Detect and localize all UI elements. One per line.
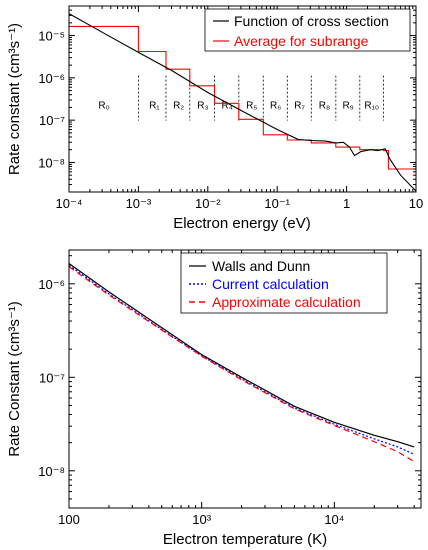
top-x-tick-label: 10 (409, 196, 423, 211)
top-region-label: R₁₀ (364, 101, 379, 112)
top-x-tick-label: 10⁻³ (126, 196, 152, 211)
bottom-legend-label-walls: Walls and Dunn (212, 258, 310, 274)
bottom-series-current-line (68, 264, 415, 455)
bottom-legend-label-approx: Approximate calculation (212, 294, 361, 310)
top-region-label: R₇ (294, 101, 305, 112)
top-x-tick-label: 10⁻² (195, 196, 221, 211)
top-region-label: R₀ (98, 101, 109, 112)
bottom-legend-label-current: Current calculation (212, 276, 329, 292)
top-ticks: 10⁻⁴ 10⁻³ 10⁻² 10⁻¹ 1 10 10⁻⁵ 10⁻⁶ 10⁻⁷ 10⁻⁸ (38, 5, 423, 211)
top-plot-area: R₀ R₁ R₂ R₃ R₄ R₅ R₆ R₇ R₈ R₉ R₁₀ (68, 13, 417, 192)
top-legend-label-average: Average for subrange (234, 33, 369, 49)
chart-bottom: 100 10³ 10⁴ 10⁻⁶ 10⁻⁷ 10⁻⁸ Walls and Dunn Cur… (6, 249, 422, 548)
top-region-label: R₁ (149, 101, 160, 112)
top-region-label: R₅ (246, 101, 257, 112)
bottom-ticks: 100 10³ 10⁴ 10⁻⁶ 10⁻⁷ 10⁻⁸ (38, 250, 421, 527)
bottom-x-tick-label: 100 (58, 512, 80, 527)
top-y-axis-label: Rate constant (cm³s⁻¹) (6, 23, 23, 175)
top-y-tick-label: 10⁻⁶ (38, 71, 65, 86)
top-x-tick-label: 1 (343, 196, 350, 211)
top-region-label: R₆ (270, 101, 281, 112)
bottom-y-tick-label: 10⁻⁷ (39, 370, 65, 385)
top-region-label: R₈ (319, 101, 330, 112)
top-series-function-line (68, 13, 417, 192)
bottom-x-tick-label: 10³ (192, 512, 211, 527)
top-axes-frame (68, 5, 417, 193)
top-region-label: R₄ (221, 101, 232, 112)
top-x-tick-label: 10⁻¹ (264, 196, 290, 211)
bottom-x-tick-label: 10⁴ (324, 512, 344, 527)
bottom-plot-area (68, 263, 415, 463)
top-region-label: R₂ (173, 101, 184, 112)
top-region-label: R₉ (342, 101, 353, 112)
top-y-tick-label: 10⁻⁵ (38, 29, 65, 44)
top-legend-box (204, 8, 411, 52)
top-y-tick-label: 10⁻⁸ (38, 155, 65, 170)
bottom-axes-frame (68, 249, 422, 509)
top-y-tick-label: 10⁻⁷ (39, 113, 65, 128)
bottom-y-tick-label: 10⁻⁶ (38, 277, 65, 292)
bottom-legend-box (180, 252, 388, 314)
bottom-series-approx-line (68, 266, 415, 463)
top-x-axis-label: Electron energy (eV) (173, 215, 311, 232)
chart-top: R₀ R₁ R₂ R₃ R₄ R₅ R₆ R₇ R₈ R₉ R₁₀ 10⁻⁴ 10⁻³ 10⁻² 10⁻¹… (6, 5, 423, 232)
bottom-series-walls-line (68, 263, 415, 448)
top-x-tick-label: 10⁻⁴ (56, 196, 83, 211)
bottom-legend: Walls and Dunn Current calculation Appro… (180, 252, 388, 314)
bottom-x-axis-label: Electron temperature (K) (163, 531, 327, 548)
top-legend-label-function: Function of cross section (234, 13, 389, 29)
top-legend: Function of cross section Average for su… (204, 8, 411, 52)
top-region-label: R₃ (197, 101, 208, 112)
bottom-y-axis-label: Rate Constant (cm³s⁻¹) (6, 301, 23, 456)
bottom-y-tick-label: 10⁻⁸ (38, 464, 65, 479)
